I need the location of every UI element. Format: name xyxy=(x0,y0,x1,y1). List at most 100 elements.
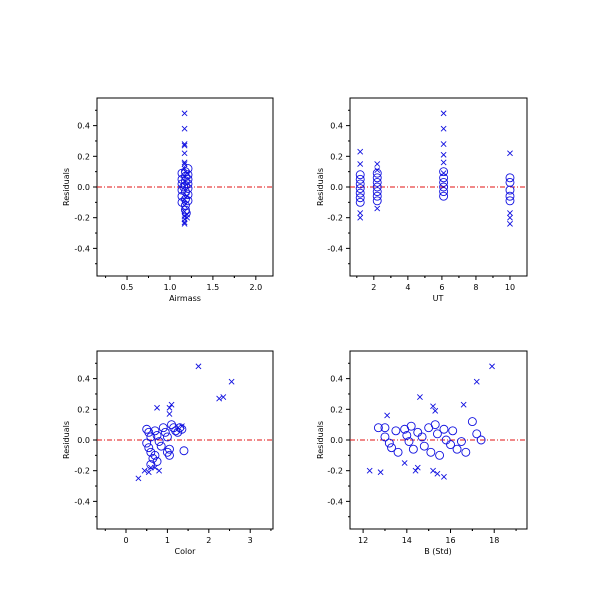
data-point-circle xyxy=(183,190,193,200)
x-tick-label: 16 xyxy=(445,536,455,545)
panel-color: 0 1 2 3 -0.4 -0.2 0.0 0.2 0.4 Color Residuals xyxy=(62,350,274,556)
data-point-circle xyxy=(183,170,193,180)
x-tick-label: 1 xyxy=(165,536,170,545)
data-point-x xyxy=(417,394,423,400)
data-point-x xyxy=(141,467,148,474)
y-tick-label: 0.4 xyxy=(330,375,343,384)
data-point-x xyxy=(374,205,381,212)
data-point-circle xyxy=(372,187,382,197)
panel-ut: 2 4 6 8 10 -0.4 -0.2 0.0 0.2 0.4 UT Residuals xyxy=(316,97,528,303)
data-point-x xyxy=(181,110,188,117)
data-point-circle xyxy=(355,188,365,198)
x-tick-label: 0 xyxy=(123,536,128,545)
data-point-circle xyxy=(439,177,449,187)
data-point-circle xyxy=(179,446,189,456)
data-point-circle xyxy=(165,444,174,454)
y-tick-label: -0.4 xyxy=(327,497,343,506)
y-tick-label: 0.4 xyxy=(77,375,90,384)
data-point-x xyxy=(181,165,188,172)
y-tick-label: 0.0 xyxy=(77,436,90,445)
x-axis-label: Airmass xyxy=(169,294,201,303)
x-tick-label: 14 xyxy=(402,536,412,545)
data-point-circle xyxy=(408,444,418,454)
data-point-x xyxy=(507,210,513,217)
data-marks xyxy=(135,363,235,482)
data-point-x xyxy=(473,378,480,385)
data-point-x xyxy=(357,161,364,167)
data-point-x xyxy=(181,142,188,149)
data-point-x xyxy=(440,159,447,166)
data-point-x xyxy=(366,467,373,474)
y-tick-label: 0.2 xyxy=(330,152,343,161)
data-point-x xyxy=(145,469,152,476)
data-point-circle xyxy=(430,420,440,430)
data-point-circle xyxy=(142,424,152,434)
data-point-x xyxy=(181,159,188,166)
data-point-circle xyxy=(160,427,170,437)
data-point-circle xyxy=(355,170,365,180)
tick-group: 0.5 1.0 1.5 2.0 -0.4 -0.2 0.0 0.2 0.4 xyxy=(74,109,262,292)
y-tick-label: -0.4 xyxy=(74,244,90,253)
data-point-x xyxy=(440,110,447,117)
data-point-circle xyxy=(448,426,458,436)
data-point-x xyxy=(195,363,202,370)
data-point-circle xyxy=(505,196,515,206)
data-point-x xyxy=(220,394,227,400)
data-point-x xyxy=(489,363,495,370)
data-point-circle xyxy=(402,430,412,440)
data-point-circle xyxy=(505,191,515,201)
x-tick-label: 8 xyxy=(473,283,478,292)
data-point-x xyxy=(228,378,235,385)
data-point-x xyxy=(374,161,381,167)
data-point-x xyxy=(412,467,419,474)
data-marks xyxy=(177,110,193,227)
data-point-circle xyxy=(180,171,190,181)
data-point-circle xyxy=(167,420,176,430)
y-axis-label: Residuals xyxy=(62,421,71,459)
y-tick-label: -0.2 xyxy=(327,214,343,223)
data-point-x xyxy=(357,214,364,221)
data-point-circle xyxy=(183,164,193,174)
data-point-circle xyxy=(452,444,462,454)
data-point-circle xyxy=(419,441,429,451)
data-point-x xyxy=(181,150,188,157)
data-point-x xyxy=(374,167,381,174)
data-point-x xyxy=(507,214,513,221)
y-tick-label: -0.4 xyxy=(327,244,343,253)
data-point-x xyxy=(181,220,188,227)
data-point-circle xyxy=(144,443,154,453)
data-point-circle xyxy=(180,181,190,190)
y-axis-label: Residuals xyxy=(316,421,325,459)
data-point-circle xyxy=(372,182,382,192)
data-point-x xyxy=(401,460,408,466)
data-point-circle xyxy=(384,438,394,448)
data-point-x xyxy=(414,464,421,471)
y-axis-label: Residuals xyxy=(62,168,71,206)
y-tick-label: -0.2 xyxy=(74,214,90,223)
y-tick-label: 0.4 xyxy=(330,122,343,131)
y-axis-label: Residuals xyxy=(316,168,325,206)
x-tick-label: 0.5 xyxy=(121,283,134,292)
data-point-circle xyxy=(393,447,403,457)
data-point-circle xyxy=(373,423,383,433)
data-point-circle xyxy=(456,437,466,446)
y-tick-label: 0.0 xyxy=(330,183,343,192)
data-point-circle xyxy=(355,184,365,193)
x-tick-label: 18 xyxy=(489,536,499,545)
x-tick-label: 1.5 xyxy=(207,283,220,292)
data-point-x xyxy=(384,412,391,419)
data-point-x xyxy=(181,161,188,167)
x-tick-label: 1.0 xyxy=(164,283,177,292)
data-marks xyxy=(355,110,515,227)
data-point-circle xyxy=(439,424,449,434)
data-point-circle xyxy=(156,441,166,451)
y-tick-label: 0.0 xyxy=(330,436,343,445)
data-point-circle xyxy=(177,197,187,207)
x-tick-label: 2 xyxy=(206,536,211,545)
tick-group: 2 4 6 8 10 -0.4 -0.2 0.0 0.2 0.4 xyxy=(327,109,515,292)
data-point-x xyxy=(166,410,173,417)
data-point-x xyxy=(507,220,513,227)
data-point-circle xyxy=(406,421,416,431)
data-point-circle xyxy=(413,427,423,437)
data-point-circle xyxy=(439,191,449,201)
